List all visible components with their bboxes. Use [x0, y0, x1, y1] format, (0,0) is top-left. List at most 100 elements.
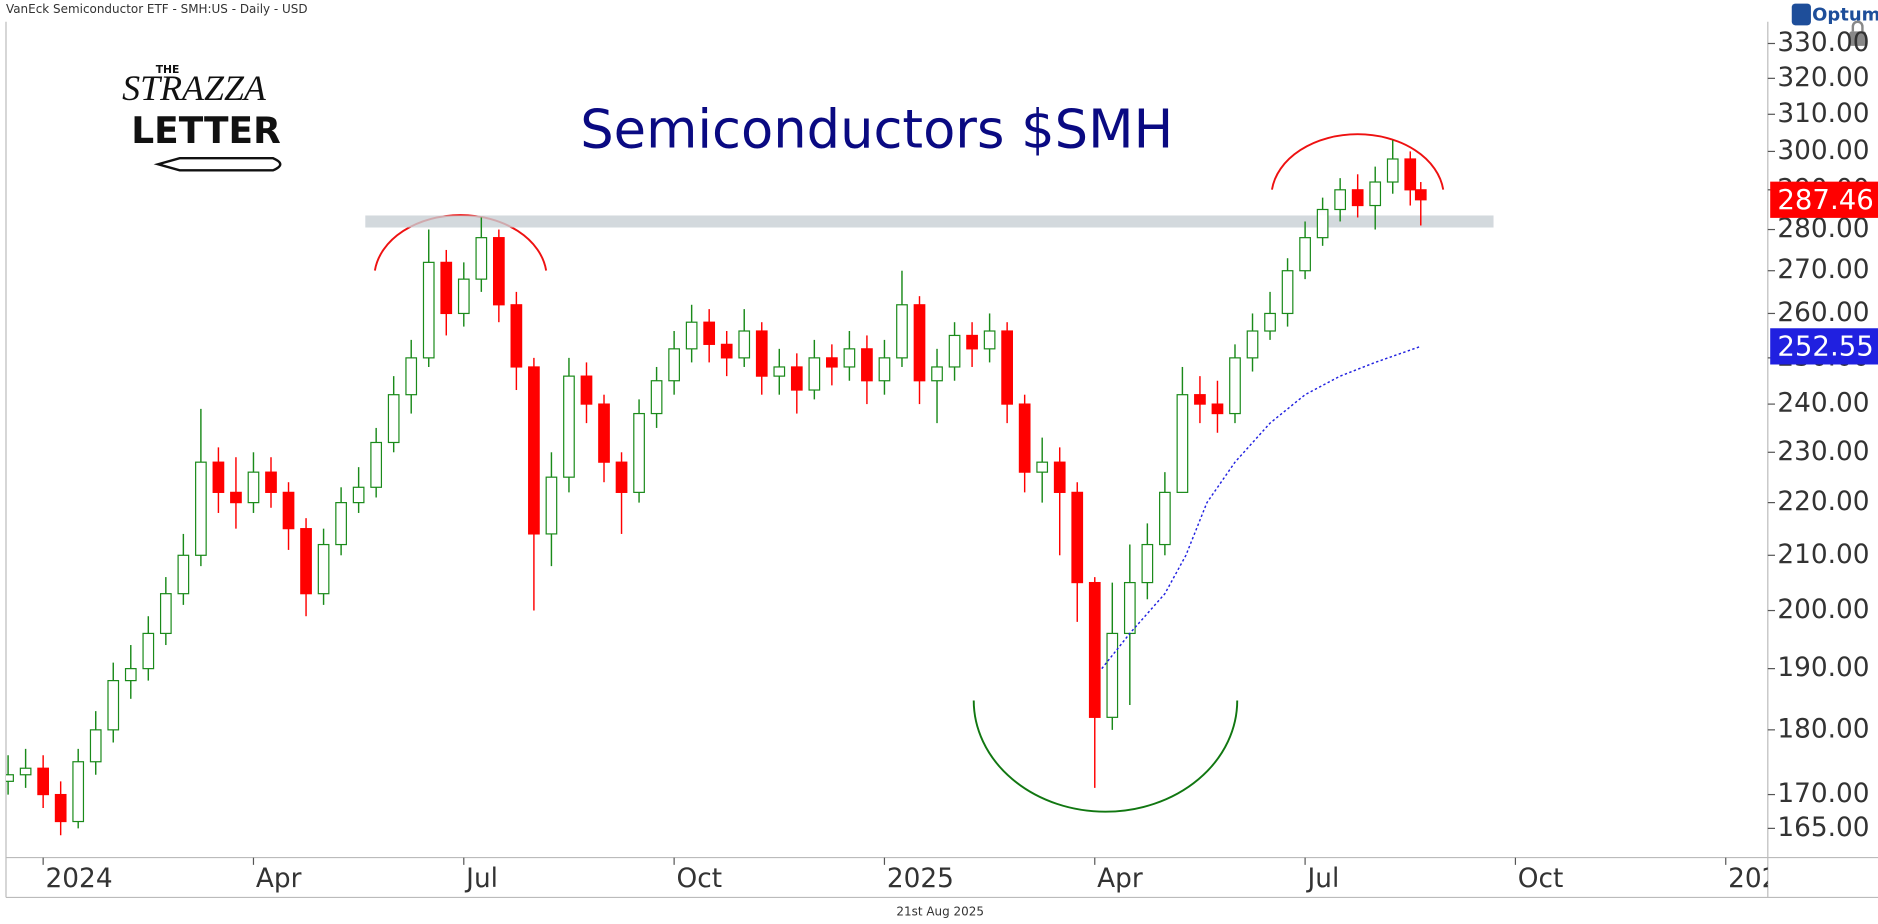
x-tick-label: Jul: [464, 863, 498, 894]
logo-middle: STRAZZA: [122, 68, 267, 108]
y-tick-label: 280.00: [1777, 213, 1869, 244]
candle-body: [580, 375, 593, 405]
candle-body: [405, 357, 418, 396]
price-box: [1770, 181, 1878, 218]
candle-body: [195, 461, 207, 556]
candle-body: [633, 412, 645, 493]
moving-average: [1101, 345, 1422, 670]
candle-body: [528, 366, 540, 535]
candle-body: [5, 774, 14, 782]
candle-body: [1176, 394, 1189, 493]
candle-body: [790, 366, 803, 391]
candle-body: [1351, 189, 1364, 207]
candle-body: [54, 793, 67, 823]
brand: Optuma: [1812, 5, 1878, 26]
candle-body: [475, 237, 488, 280]
candle-body: [89, 729, 102, 763]
candle-body: [738, 330, 751, 359]
logo-top: THE: [156, 63, 180, 76]
candle-body: [1334, 189, 1347, 211]
candle-body: [1369, 181, 1382, 207]
candle-body: [1071, 491, 1084, 584]
candle-body: [703, 321, 716, 345]
candle-body: [931, 366, 943, 382]
price-box: [1770, 328, 1878, 365]
plot-area: [5, 140, 1494, 836]
candle-body: [142, 632, 155, 670]
price-label: 287.46: [1777, 183, 1873, 216]
y-tick-label: 300.00: [1777, 135, 1869, 166]
lock-icon: [1849, 31, 1867, 46]
bottom-arc: [972, 700, 1239, 813]
candle-body: [685, 321, 698, 350]
logo-pen: [153, 157, 282, 172]
price-label: 252.55: [1777, 330, 1873, 363]
candle-body: [492, 237, 505, 306]
y-tick-label: 220.00: [1777, 486, 1869, 517]
y-tick-label: 260.00: [1777, 297, 1869, 328]
candle-body: [843, 348, 856, 368]
candle-body: [598, 403, 610, 463]
candle-body: [1211, 403, 1224, 415]
y-tick-label: 210.00: [1777, 539, 1869, 570]
candle-body: [265, 471, 277, 493]
candle-body: [1404, 158, 1417, 191]
candle-body: [282, 491, 295, 530]
candle-body: [387, 394, 400, 444]
candle-body: [913, 304, 926, 382]
candle-body: [107, 680, 120, 731]
candle-body: [72, 761, 85, 823]
footer-date: 21st Aug 2025: [896, 904, 984, 918]
y-tick-label: 170.00: [1777, 778, 1869, 809]
candle-body: [1264, 312, 1276, 332]
top-arc: [1271, 133, 1445, 190]
candle-body: [1123, 581, 1136, 635]
chart-title: Semiconductors $SMH: [580, 99, 1173, 160]
candle-body: [422, 261, 435, 359]
candle-body: [159, 593, 172, 635]
candle-body: [1194, 394, 1206, 405]
candle-body: [212, 461, 225, 493]
x-tick-label: Oct: [677, 863, 723, 894]
candle-body: [1001, 330, 1013, 405]
candle-body: [457, 278, 470, 315]
resistance-band: [365, 215, 1494, 228]
candle-body: [1299, 237, 1311, 272]
candle-body: [19, 767, 32, 776]
candle-body: [1159, 491, 1171, 546]
x-tick-label: Jul: [1306, 863, 1340, 894]
candle-body: [177, 554, 190, 595]
candle-body: [124, 668, 137, 682]
candle-body: [1386, 158, 1399, 183]
x-tick-label: Apr: [1097, 863, 1143, 894]
brand-icon: [1791, 3, 1811, 26]
candle-body: [563, 375, 575, 478]
candle-body: [948, 334, 961, 368]
candle-body: [370, 441, 383, 488]
candle-body: [650, 380, 663, 415]
candle-body: [1088, 581, 1101, 718]
candle-body: [440, 261, 453, 315]
candle-body: [1281, 270, 1294, 315]
candle-body: [317, 543, 330, 595]
candle-body: [1036, 461, 1049, 473]
y-tick-label: 200.00: [1777, 594, 1869, 625]
y-tick-label: 230.00: [1777, 436, 1869, 467]
candle-body: [300, 528, 312, 595]
candle-body: [720, 343, 733, 359]
candle-body: [755, 330, 768, 377]
candle-body: [1414, 189, 1427, 201]
x-tick-label: 2024: [46, 863, 113, 894]
y-tick-label: 330.00: [1777, 27, 1869, 58]
candle-body: [668, 348, 680, 382]
candle-body: [983, 330, 996, 350]
candle-body: [230, 491, 242, 504]
candle-body: [966, 334, 978, 350]
x-tick-label: Oct: [1518, 863, 1564, 894]
candle-body: [773, 366, 786, 377]
y-tick-label: 270.00: [1777, 254, 1869, 285]
candle-body: [1316, 208, 1329, 239]
candle-body: [615, 461, 628, 493]
